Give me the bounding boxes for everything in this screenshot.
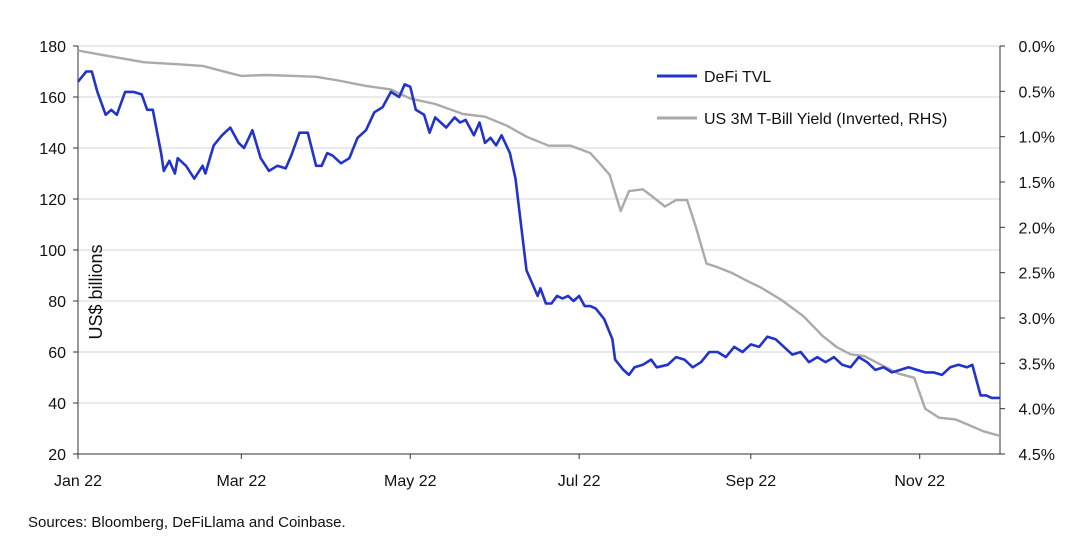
right-tick-label: 3.5% [1019,356,1055,373]
left-tick-label: 140 [39,141,66,158]
right-tick-label: 4.5% [1019,447,1055,464]
series-layer [76,49,1001,438]
left-tick-label: 180 [39,39,66,56]
legend-label: US 3M T-Bill Yield (Inverted, RHS) [704,111,947,128]
left-axis-label: US$ billions [86,244,106,339]
legend: DeFi TVL US 3M T-Bill Yield (Inverted, RH… [657,69,947,128]
x-tick-label: Mar 22 [216,473,266,490]
left-tick-label: 40 [48,396,66,413]
x-tick-label: Jan 22 [54,473,102,490]
legend-label: DeFi TVL [704,69,771,86]
right-tick-label: 3.0% [1019,311,1055,328]
right-tick-label: 0.5% [1019,84,1055,101]
series-line-defi-tvl [76,70,1000,400]
left-tick-label: 100 [39,243,66,260]
x-tick-label: May 22 [384,473,437,490]
grid-lines [78,45,1000,455]
left-tick-label: 160 [39,90,66,107]
left-tick-label: 20 [48,447,66,464]
right-tick-label: 1.5% [1019,175,1055,192]
left-tick-label: 120 [39,192,66,209]
axes: 180 160 140 120 100 80 60 40 20 0.0% 0.5% 1.0% 1.5% 2… [39,39,1055,490]
source-note: Sources: Bloomberg, DeFiLlama and Coinba… [28,514,346,531]
right-tick-label: 2.5% [1019,266,1055,283]
x-tick-label: Jul 22 [558,473,601,490]
x-tick-label: Sep 22 [725,473,776,490]
left-tick-label: 60 [48,345,66,362]
x-tick-label: Nov 22 [894,473,945,490]
right-tick-label: 2.0% [1019,220,1055,237]
left-tick-label: 80 [48,294,66,311]
series-line-tbill-yield [77,49,1001,438]
right-tick-label: 0.0% [1019,39,1055,56]
right-tick-label: 1.0% [1019,130,1055,147]
right-tick-label: 4.0% [1019,402,1055,419]
